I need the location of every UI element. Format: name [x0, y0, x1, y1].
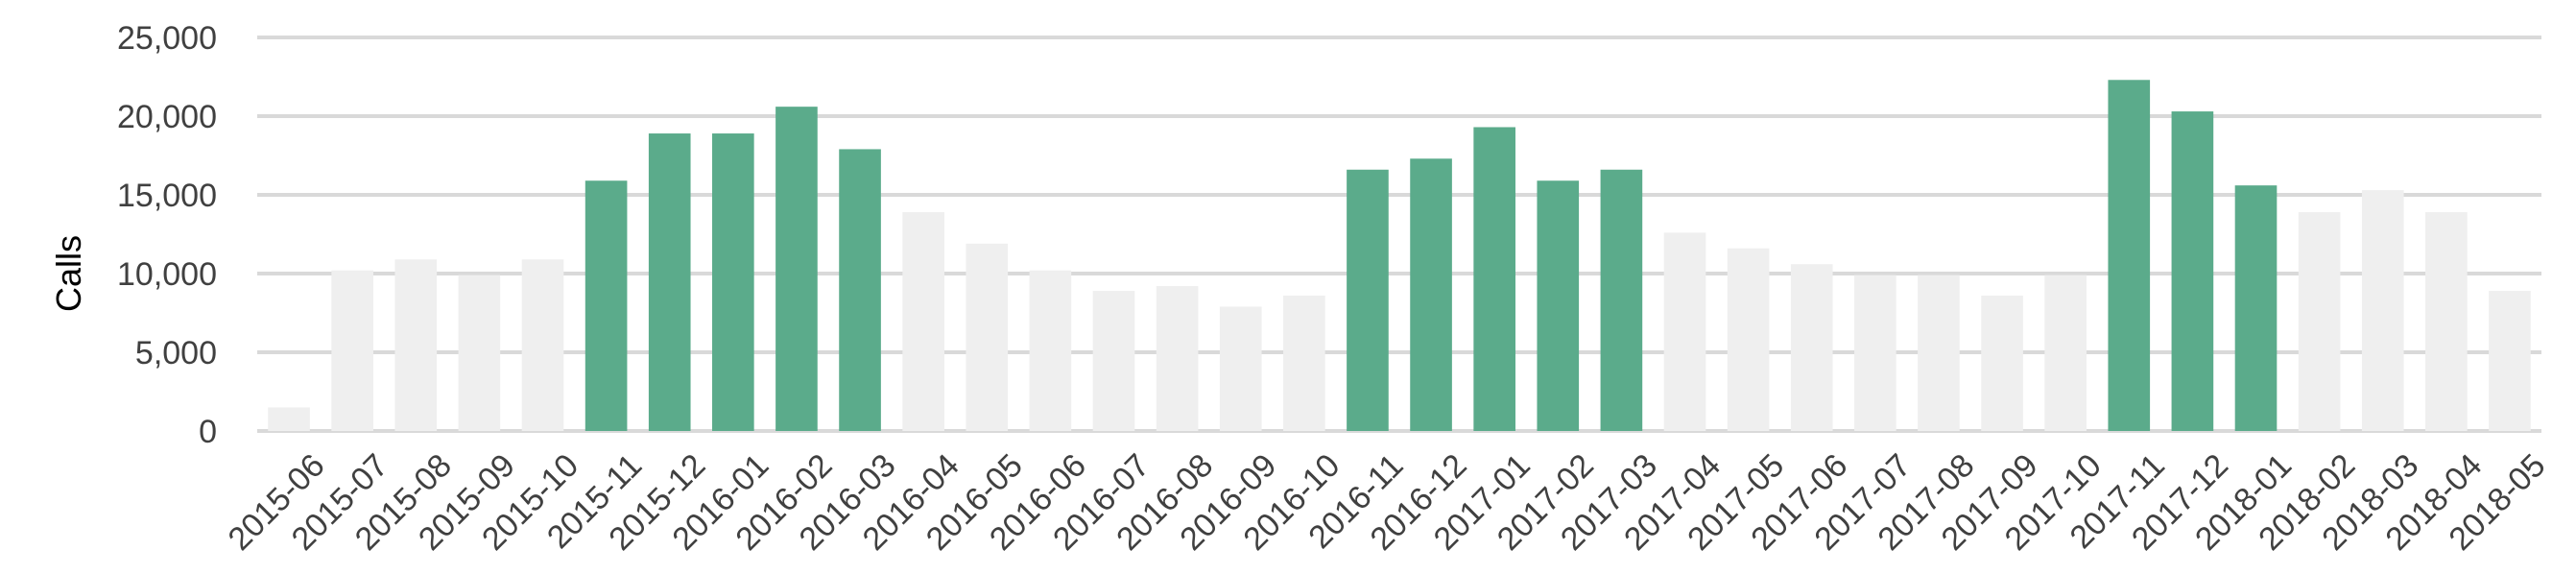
bar-2015-06	[268, 407, 310, 431]
bar-2016-11	[1347, 169, 1389, 431]
bar-2017-04	[1663, 232, 1706, 431]
bar-2018-02	[2298, 212, 2341, 431]
bar-2016-09	[1219, 306, 1262, 431]
bar-2018-01	[2234, 185, 2278, 431]
bar-2015-10	[521, 259, 564, 431]
bar-2016-02	[775, 107, 818, 431]
bar-2016-01	[712, 133, 754, 432]
y-tick-label: 5,000	[135, 335, 217, 371]
y-axis-title: Calls	[49, 235, 88, 312]
bar-2015-11	[584, 180, 628, 432]
bars	[268, 80, 2531, 432]
bar-2015-08	[394, 259, 438, 431]
y-axis-tick-labels: 0 5,000 10,000 15,000 20,000 25,000	[117, 20, 217, 450]
bar-2016-10	[1283, 295, 1325, 431]
bar-2016-12	[1410, 158, 1452, 431]
bar-2017-11	[2108, 80, 2151, 431]
bar-2016-07	[1092, 291, 1135, 431]
y-tick-label: 15,000	[117, 178, 217, 214]
bar-2017-10	[2044, 275, 2087, 431]
y-tick-label: 25,000	[117, 20, 217, 57]
bar-2017-06	[1790, 264, 1833, 431]
bar-2015-09	[458, 275, 501, 431]
bar-2017-03	[1600, 169, 1643, 431]
bar-2016-06	[1029, 270, 1072, 431]
bar-2016-03	[839, 149, 881, 431]
bar-2017-08	[1918, 275, 1960, 431]
bar-2017-07	[1854, 275, 1896, 431]
bar-2018-03	[2361, 190, 2404, 431]
bar-2015-07	[331, 270, 373, 431]
bar-2018-05	[2489, 291, 2531, 431]
bar-2017-05	[1727, 248, 1770, 431]
gridlines	[257, 36, 2541, 433]
bar-2015-12	[648, 133, 691, 432]
y-tick-label: 0	[199, 414, 217, 450]
bar-2017-01	[1473, 127, 1515, 432]
bar-2016-08	[1156, 286, 1199, 431]
bar-2017-09	[1981, 295, 2023, 431]
bar-2018-04	[2425, 212, 2468, 431]
bar-2016-04	[902, 212, 944, 431]
y-tick-label: 20,000	[117, 99, 217, 135]
bar-2017-02	[1537, 180, 1580, 432]
bar-2017-12	[2171, 111, 2214, 431]
y-tick-label: 10,000	[117, 256, 217, 293]
bar-2016-05	[966, 243, 1009, 431]
x-axis-tick-labels: 2015-062015-072015-082015-092015-102015-…	[222, 447, 2553, 558]
